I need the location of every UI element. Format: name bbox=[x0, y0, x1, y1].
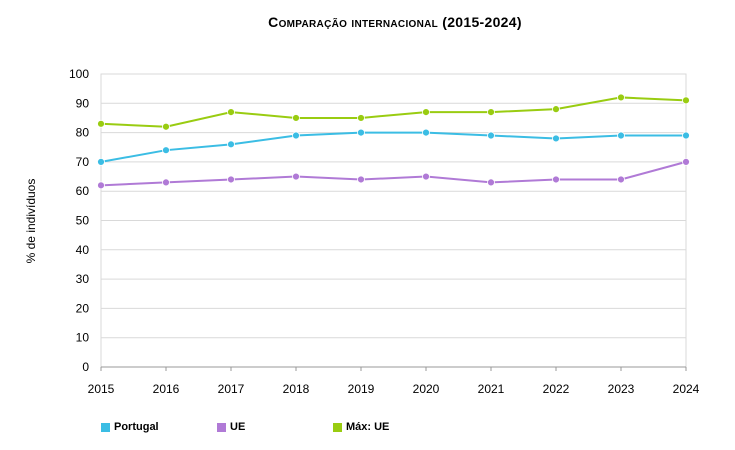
data-point-ue-2021 bbox=[487, 178, 495, 187]
x-tick-label-2021: 2021 bbox=[478, 382, 505, 396]
y-tick-label-50: 50 bbox=[76, 214, 90, 228]
y-tick-label-10: 10 bbox=[76, 331, 90, 345]
y-tick-label-60: 60 bbox=[76, 184, 90, 198]
data-point-ue-2020 bbox=[422, 172, 430, 181]
data-point-m-x-ue-2022 bbox=[552, 105, 560, 114]
data-point-portugal-2019 bbox=[357, 128, 365, 137]
legend-item-portugal[interactable]: Portugal bbox=[101, 421, 159, 433]
legend-swatch-ue bbox=[217, 422, 226, 432]
x-tick-label-2018: 2018 bbox=[283, 382, 310, 396]
data-point-m-x-ue-2023 bbox=[617, 93, 625, 102]
data-point-ue-2018 bbox=[292, 172, 300, 181]
data-point-portugal-2021 bbox=[487, 131, 495, 140]
x-tick-label-2024: 2024 bbox=[673, 382, 700, 396]
data-point-m-x-ue-2018 bbox=[292, 114, 300, 122]
legend-item-max-ue[interactable]: Máx: UE bbox=[333, 421, 389, 433]
x-tick-label-2017: 2017 bbox=[218, 382, 245, 396]
y-tick-label-20: 20 bbox=[76, 301, 90, 315]
data-point-ue-2015 bbox=[97, 181, 105, 190]
series-line-ue bbox=[100, 160, 687, 187]
data-point-ue-2019 bbox=[357, 175, 365, 184]
legend-swatch-max-ue bbox=[333, 422, 342, 432]
legend-label-portugal: Portugal bbox=[114, 421, 159, 433]
data-point-m-x-ue-2020 bbox=[422, 108, 430, 116]
legend-item-ue[interactable]: UE bbox=[217, 421, 245, 433]
data-point-ue-2024 bbox=[682, 157, 690, 166]
y-tick-label-70: 70 bbox=[76, 155, 90, 169]
x-tick-label-2022: 2022 bbox=[543, 382, 570, 396]
series-line-m-x-ue bbox=[100, 96, 687, 128]
x-tick-label-2015: 2015 bbox=[88, 382, 115, 396]
data-point-m-x-ue-2021 bbox=[487, 108, 495, 116]
y-tick-label-40: 40 bbox=[76, 243, 90, 257]
series-line-portugal bbox=[100, 131, 686, 163]
data-point-ue-2017 bbox=[227, 175, 235, 184]
data-point-m-x-ue-2015 bbox=[97, 119, 105, 128]
data-point-portugal-2016 bbox=[162, 146, 170, 155]
y-tick-label-80: 80 bbox=[76, 126, 90, 140]
legend-label-ue: UE bbox=[230, 421, 246, 433]
data-point-m-x-ue-2017 bbox=[227, 108, 235, 116]
data-point-ue-2023 bbox=[617, 175, 625, 184]
y-tick-label-90: 90 bbox=[76, 96, 90, 110]
data-point-portugal-2024 bbox=[682, 131, 690, 140]
x-tick-label-2020: 2020 bbox=[413, 382, 440, 396]
x-tick-label-2019: 2019 bbox=[348, 382, 375, 396]
data-point-ue-2016 bbox=[162, 178, 170, 187]
x-tick-label-2023: 2023 bbox=[608, 382, 635, 396]
data-point-m-x-ue-2024 bbox=[682, 96, 690, 105]
data-point-portugal-2015 bbox=[97, 157, 105, 166]
x-tick-label-2016: 2016 bbox=[153, 382, 180, 396]
data-point-portugal-2023 bbox=[617, 131, 625, 140]
data-point-portugal-2017 bbox=[227, 140, 235, 149]
legend-label-max-ue: Máx: UE bbox=[346, 421, 390, 433]
y-tick-label-100: 100 bbox=[69, 67, 89, 81]
data-point-m-x-ue-2016 bbox=[162, 122, 170, 131]
data-point-portugal-2020 bbox=[422, 128, 430, 137]
y-tick-label-30: 30 bbox=[76, 272, 90, 286]
data-point-ue-2022 bbox=[552, 175, 560, 184]
data-point-portugal-2018 bbox=[292, 131, 300, 140]
y-tick-label-0: 0 bbox=[82, 360, 89, 374]
data-point-m-x-ue-2019 bbox=[357, 114, 365, 122]
data-point-portugal-2022 bbox=[552, 134, 560, 143]
chart-title: Comparação internacional (2015-2024) bbox=[268, 14, 522, 30]
legend-swatch-portugal bbox=[101, 422, 110, 432]
